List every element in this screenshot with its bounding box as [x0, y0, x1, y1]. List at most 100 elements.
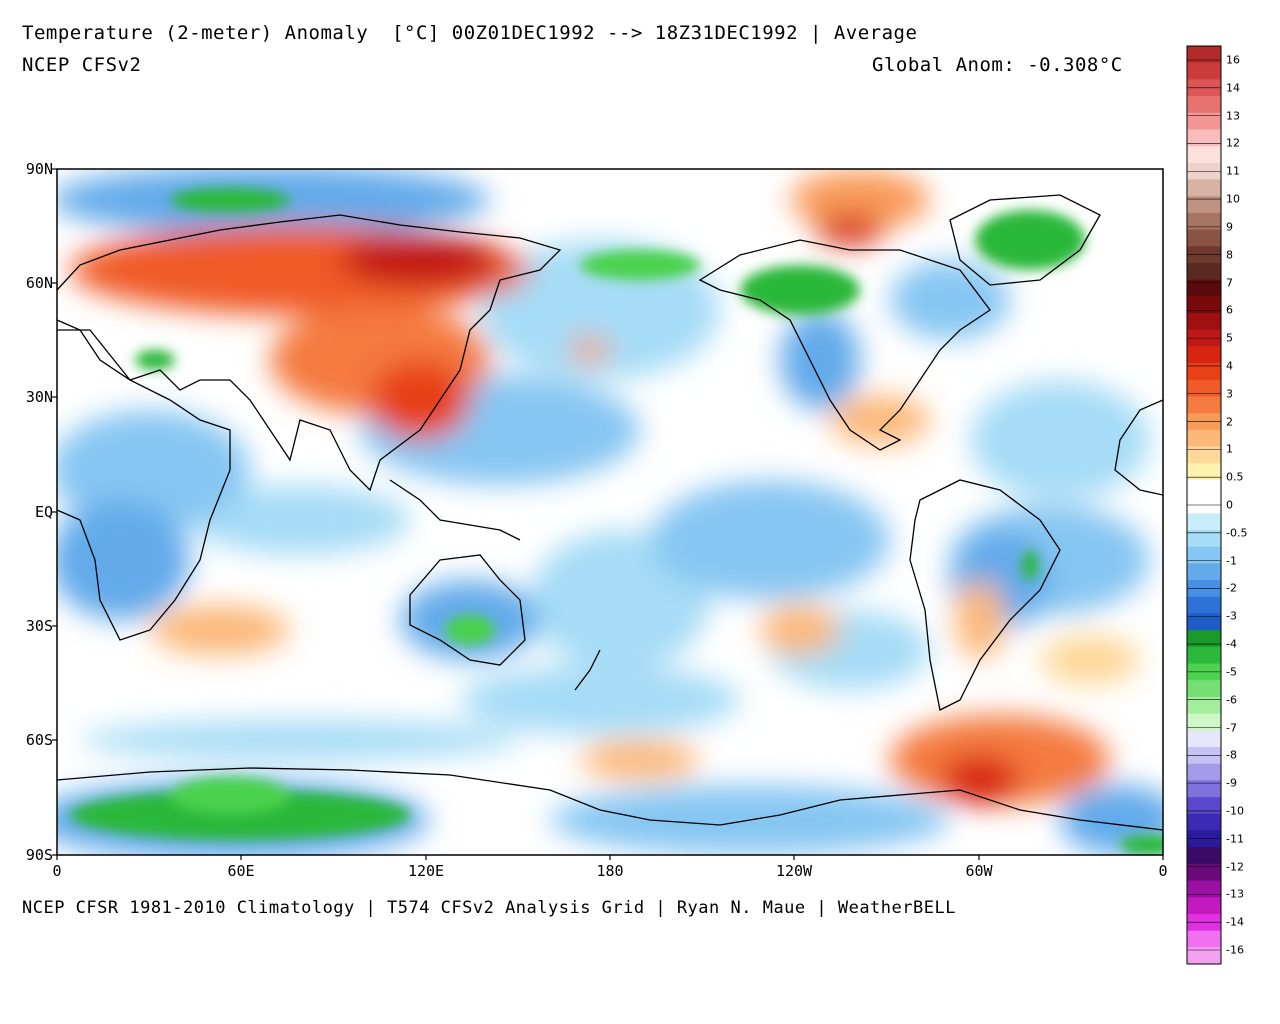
legend-label: -14	[1226, 915, 1244, 929]
legend-label: 0	[1226, 498, 1233, 512]
legend-label: 12	[1226, 136, 1240, 150]
legend-swatch	[1187, 747, 1221, 765]
legend-swatch	[1187, 613, 1221, 631]
lon-label: 120W	[775, 862, 813, 880]
coastlines	[57, 194, 1163, 831]
legend-swatch	[1187, 62, 1221, 80]
legend-swatch	[1187, 730, 1221, 748]
legend-swatch	[1187, 813, 1221, 831]
legend-swatch	[1187, 346, 1221, 364]
model-name: NCEP CFSv2	[22, 54, 142, 76]
legend-swatch	[1187, 379, 1221, 398]
legend-swatch	[1187, 196, 1221, 214]
legend-label: -12	[1226, 860, 1244, 874]
lat-label: 90S	[25, 846, 53, 864]
anomaly-field	[57, 169, 1163, 855]
legend-swatch	[1187, 396, 1221, 414]
legend-label: 3	[1226, 387, 1233, 401]
axis-ticks	[52, 168, 1164, 860]
legend-swatch	[1187, 763, 1221, 781]
legend-swatch	[1187, 363, 1221, 381]
legend-swatch	[1187, 96, 1221, 114]
legend-swatch	[1187, 713, 1221, 731]
legend-swatch	[1187, 179, 1221, 197]
legend-label: -1	[1226, 554, 1237, 568]
legend-swatch	[1187, 296, 1221, 314]
lat-label: 60N	[25, 274, 53, 292]
legend-swatch	[1187, 479, 1221, 498]
legend-label: -8	[1226, 748, 1237, 762]
legend-label: 14	[1226, 81, 1240, 95]
lon-label: 60E	[227, 862, 255, 880]
legend-label: 0.5	[1226, 470, 1244, 484]
legend-swatch	[1187, 212, 1221, 231]
legend-label: -6	[1226, 693, 1237, 707]
legend-swatch	[1187, 913, 1221, 932]
legend-label: 7	[1226, 276, 1233, 289]
map-title: Temperature (2-meter) Anomaly [°C] 00Z01…	[22, 22, 918, 44]
legend-swatch	[1187, 112, 1221, 130]
legend-label: 8	[1226, 248, 1233, 262]
legend-label: -4	[1226, 637, 1237, 651]
legend-swatch	[1187, 279, 1221, 297]
legend-swatch	[1187, 630, 1221, 648]
legend-swatch	[1187, 863, 1221, 882]
legend-swatch	[1187, 797, 1221, 815]
legend-label: 10	[1226, 192, 1240, 206]
legend-label: 13	[1226, 109, 1240, 123]
lon-label: 120E	[407, 862, 445, 880]
legend-label: 1	[1226, 442, 1233, 456]
legend-swatch	[1187, 530, 1221, 548]
legend-swatch	[1187, 897, 1221, 915]
lat-label: 30N	[25, 388, 53, 406]
legend-swatch	[1187, 129, 1221, 147]
footer-credits: NCEP CFSR 1981-2010 Climatology | T574 C…	[22, 898, 956, 918]
legend-label: 9	[1226, 220, 1233, 234]
legend-swatch	[1187, 780, 1221, 798]
legend-label: -10	[1226, 804, 1244, 818]
legend-label: -0.5	[1226, 526, 1248, 540]
legend-swatch	[1187, 146, 1221, 164]
global-anomaly: Global Anom: -0.308°C	[872, 54, 1123, 76]
legend-swatch	[1187, 262, 1221, 281]
legend-swatch	[1187, 229, 1221, 247]
legend-label: -16	[1226, 943, 1244, 957]
legend-swatch	[1187, 429, 1221, 448]
legend-swatch	[1187, 313, 1221, 331]
legend-swatch	[1187, 546, 1221, 564]
cold-anomaly-field	[70, 188, 1163, 855]
lon-label: 60W	[965, 862, 993, 880]
legend-swatch	[1187, 847, 1221, 865]
legend-swatch	[1187, 596, 1221, 614]
legend-swatch	[1187, 696, 1221, 715]
legend-swatch	[1187, 513, 1221, 531]
legend-label: -11	[1226, 832, 1244, 846]
lon-label: 0	[52, 862, 62, 880]
legend-label: -2	[1226, 581, 1237, 595]
legend-label: 11	[1226, 164, 1240, 178]
lon-label: 0	[1158, 862, 1168, 880]
legend-swatch	[1187, 880, 1221, 898]
legend-swatch	[1187, 446, 1221, 464]
lon-label: 180	[596, 862, 624, 880]
legend-swatch	[1187, 646, 1221, 665]
legend-swatch	[1187, 463, 1221, 481]
legend-swatch	[1187, 930, 1221, 948]
legend-swatch	[1187, 680, 1221, 698]
legend-label: -9	[1226, 776, 1237, 790]
legend-swatch	[1187, 830, 1221, 848]
legend-label: 5	[1226, 331, 1233, 345]
legend-label: 16	[1226, 53, 1240, 67]
lat-label: 90N	[25, 160, 53, 178]
legend-label: -13	[1226, 887, 1244, 901]
lat-label: 60S	[25, 731, 53, 749]
legend-label: -5	[1226, 665, 1237, 679]
legend-label: 2	[1226, 415, 1233, 429]
legend-label: 6	[1226, 303, 1233, 317]
legend-swatch	[1187, 563, 1221, 581]
legend-label: 4	[1226, 359, 1233, 373]
legend-swatch	[1187, 947, 1221, 965]
legend-label: -7	[1226, 721, 1237, 734]
